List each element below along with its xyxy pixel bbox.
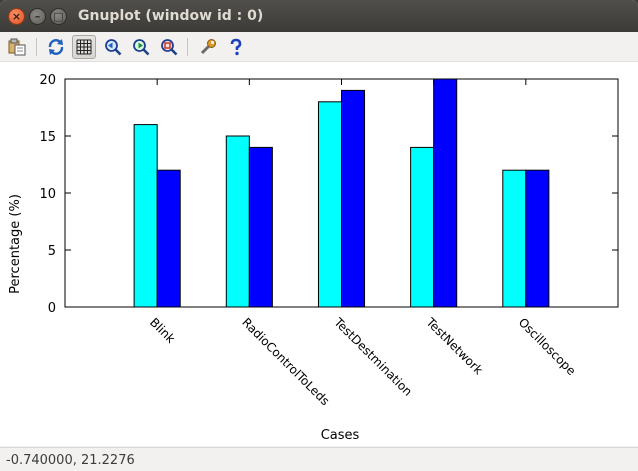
bar-radiocontroltoleds-series-1 bbox=[225, 135, 250, 308]
preferences-button[interactable] bbox=[196, 35, 220, 59]
plot-area[interactable]: 0 5 10 15 20 Blink RadioControlToLeds TestDestm… bbox=[0, 62, 638, 446]
status-bar: -0.740000, 21.2276 bbox=[0, 447, 638, 471]
bar-testdestmination-series-2 bbox=[341, 89, 366, 308]
zoom-autoscale-button[interactable] bbox=[157, 35, 181, 59]
y-axis-label: Percentage (%) bbox=[8, 194, 23, 294]
bar-blink-series-1 bbox=[133, 124, 158, 308]
toolbar-separator bbox=[36, 38, 37, 56]
toolbar bbox=[0, 32, 638, 62]
close-window-button[interactable]: × bbox=[8, 8, 25, 25]
x-tick-label: TestNetwork bbox=[423, 315, 486, 378]
x-axis-label: Cases bbox=[321, 428, 360, 443]
x-tick-label: TestDestmination bbox=[331, 315, 415, 399]
grid-icon bbox=[76, 39, 92, 55]
minimize-icon: – bbox=[34, 10, 41, 23]
x-tick-label: Oscilloscope bbox=[516, 315, 579, 378]
toolbar-separator bbox=[187, 38, 188, 56]
zoom-next-button[interactable] bbox=[129, 35, 153, 59]
x-tick-label: Blink bbox=[147, 315, 178, 346]
bar-testnetwork-series-2 bbox=[433, 78, 458, 308]
y-tick-label: 20 bbox=[39, 73, 56, 88]
grid-button[interactable] bbox=[72, 35, 96, 59]
preferences-icon bbox=[200, 39, 216, 55]
y-tick-label: 0 bbox=[48, 301, 56, 316]
bar-chart[interactable]: 0 5 10 15 20 Blink RadioControlToLeds TestDestm… bbox=[0, 62, 638, 446]
bar-testnetwork-series-1 bbox=[410, 146, 435, 308]
zoom-previous-icon bbox=[105, 39, 122, 56]
help-icon bbox=[230, 38, 242, 56]
bar-testdestmination-series-1 bbox=[317, 101, 343, 308]
cursor-coordinates: -0.740000, 21.2276 bbox=[6, 453, 135, 468]
replot-icon bbox=[48, 39, 64, 55]
minimize-window-button[interactable]: – bbox=[29, 8, 46, 25]
x-tick-label: RadioControlToLeds bbox=[239, 315, 332, 408]
y-tick-label: 5 bbox=[48, 244, 56, 259]
close-icon: × bbox=[11, 10, 22, 23]
replot-button[interactable] bbox=[44, 35, 68, 59]
bar-radiocontroltoleds-series-2 bbox=[248, 146, 273, 308]
zoom-previous-button[interactable] bbox=[101, 35, 125, 59]
zoom-autoscale-icon bbox=[161, 39, 178, 56]
y-tick-label: 10 bbox=[39, 187, 56, 202]
copy-to-clipboard-icon bbox=[8, 38, 26, 56]
copy-to-clipboard-button[interactable] bbox=[5, 35, 29, 59]
help-button[interactable] bbox=[224, 35, 248, 59]
title-bar[interactable]: × – □ Gnuplot (window id : 0) bbox=[0, 0, 638, 32]
window-title: Gnuplot (window id : 0) bbox=[78, 8, 264, 24]
y-tick-label: 15 bbox=[39, 130, 56, 145]
bar-oscilloscope-series-2 bbox=[525, 169, 550, 308]
maximize-window-button[interactable]: □ bbox=[50, 8, 67, 25]
bar-oscilloscope-series-1 bbox=[502, 169, 527, 308]
zoom-next-icon bbox=[133, 39, 150, 56]
maximize-icon: □ bbox=[53, 10, 64, 23]
bar-blink-series-2 bbox=[156, 169, 181, 308]
